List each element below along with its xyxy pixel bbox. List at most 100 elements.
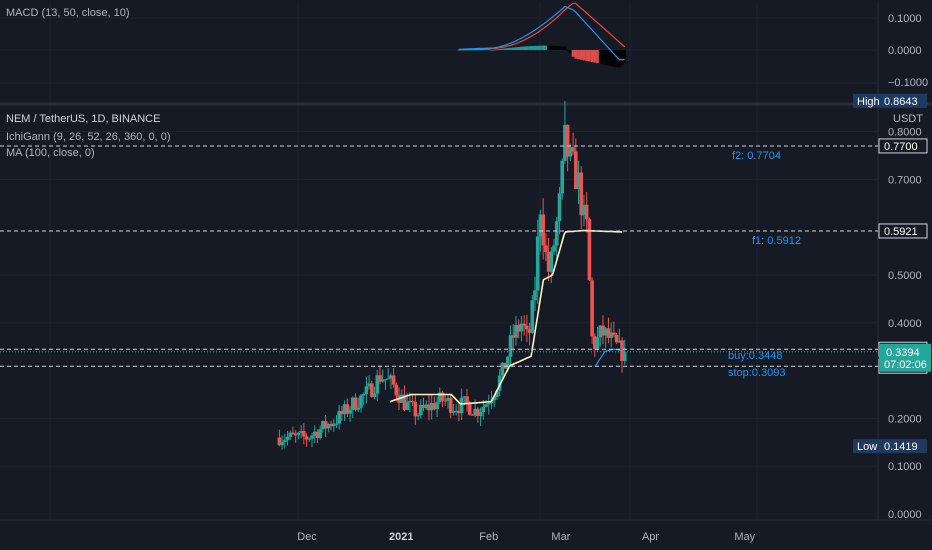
candle-body	[552, 245, 556, 252]
candle-body	[497, 375, 502, 391]
candle-body	[587, 219, 592, 281]
candle-body	[321, 421, 325, 430]
candle-body	[486, 403, 491, 405]
candle-body	[391, 375, 396, 385]
candle-body	[470, 414, 475, 416]
x-tick-label: May	[734, 531, 755, 543]
candle-body	[522, 323, 526, 326]
currency-label: USDT	[893, 113, 923, 125]
macd-histogram-bar	[596, 50, 599, 64]
candle-body	[318, 429, 322, 438]
candle-body	[446, 398, 450, 401]
candle-body	[601, 325, 605, 336]
y-tick-label: 0.0000	[888, 509, 922, 521]
candle-body	[590, 280, 594, 337]
macd-histogram-bar	[509, 47, 512, 50]
candle-body	[448, 398, 453, 413]
candle-body	[519, 323, 524, 332]
y-tick-label: 0.5000	[888, 270, 922, 282]
high-tag-prefix-box	[853, 93, 879, 108]
candle-body	[563, 124, 567, 161]
candle-body	[293, 434, 298, 436]
candle-body	[533, 290, 537, 301]
candle-body	[340, 410, 344, 415]
macd-y-tick-label: 0.0000	[888, 45, 922, 57]
candle-body	[554, 221, 559, 246]
candle-body	[307, 438, 312, 440]
candle-body	[405, 402, 409, 410]
macd-histogram-bar	[568, 50, 572, 54]
macd-histogram-bar	[541, 45, 545, 50]
candle-body	[304, 436, 309, 440]
macd-histogram-bar	[549, 45, 553, 50]
buy-level-text: buy:0.3448	[728, 350, 782, 362]
low-tag-prefix: Low	[857, 441, 877, 453]
y-tick-label: 0.4000	[888, 318, 922, 330]
low-tag-prefix-box	[853, 439, 879, 454]
symbol-legend: NEM / TetherUS, 1D, BINANCE	[6, 113, 161, 125]
candle-body	[557, 193, 562, 222]
candle-body	[622, 351, 627, 361]
macd-histogram-bar	[574, 50, 578, 59]
macd-histogram-bar	[547, 45, 550, 50]
candle-body	[402, 394, 407, 410]
x-tick-label: Feb	[479, 531, 498, 543]
candle-body	[386, 378, 390, 380]
candle-body	[506, 356, 510, 369]
f2-tag-box	[878, 138, 928, 154]
candle-body	[418, 404, 423, 416]
macd-histogram-bar	[609, 50, 613, 67]
candle-body	[326, 423, 331, 429]
candle-body	[454, 410, 458, 412]
candle-body	[380, 379, 385, 382]
candle-body	[334, 423, 339, 425]
macd-histogram-bar	[582, 50, 586, 61]
macd-histogram-bar	[558, 46, 561, 50]
ichigann-line	[389, 229, 622, 405]
candle-body	[277, 437, 282, 446]
macd-y-tick-label: 0.1000	[888, 13, 922, 25]
macd-histogram-bar	[473, 49, 477, 51]
macd-histogram-bar	[598, 50, 602, 64]
candle-body	[399, 394, 404, 403]
x-tick-label: Dec	[297, 531, 317, 543]
macd-histogram-bar	[587, 50, 591, 62]
ma-legend: MA (100, close, 0)	[6, 147, 95, 159]
macd-top-clip	[0, 0, 878, 2]
candle-body	[288, 432, 293, 437]
x-tick-label: 2021	[389, 531, 413, 543]
candle-body	[614, 334, 619, 343]
macd-histogram-bar	[487, 49, 491, 51]
candle-body	[310, 435, 314, 439]
candle-body	[378, 375, 382, 382]
candle-body	[492, 397, 497, 401]
candle-body	[457, 410, 461, 414]
macd-histogram-bar	[492, 49, 496, 51]
candle-body	[465, 396, 469, 403]
f1-tag-label: 0.5921	[884, 226, 918, 238]
macd-histogram-bar	[604, 50, 608, 65]
macd-histogram-bar	[506, 48, 510, 50]
candle-body	[361, 394, 366, 396]
y-tick-label: 0.8000	[888, 127, 922, 139]
candle-body	[416, 415, 420, 417]
candle-body	[372, 393, 377, 397]
candle-body	[296, 432, 301, 435]
macd-histogram-bar	[533, 45, 537, 50]
macd-histogram-bar	[468, 49, 472, 51]
macd-histogram-bar	[577, 50, 580, 60]
candle-body	[432, 402, 437, 410]
f2-tag-label: 0.7700	[884, 141, 918, 153]
f2-level-text: f2: 0.7704	[732, 150, 781, 162]
candle-body	[595, 337, 600, 349]
candle-body	[467, 402, 472, 415]
candle-body	[421, 404, 426, 409]
candle-body	[356, 407, 361, 410]
y-tick-label: 0.1000	[888, 461, 922, 473]
candle-body	[527, 329, 532, 333]
macd-histogram-bar	[539, 45, 542, 50]
f1-tag-box	[878, 223, 928, 239]
candle-body	[383, 379, 388, 381]
y-tick-label: 0.2000	[888, 413, 922, 425]
